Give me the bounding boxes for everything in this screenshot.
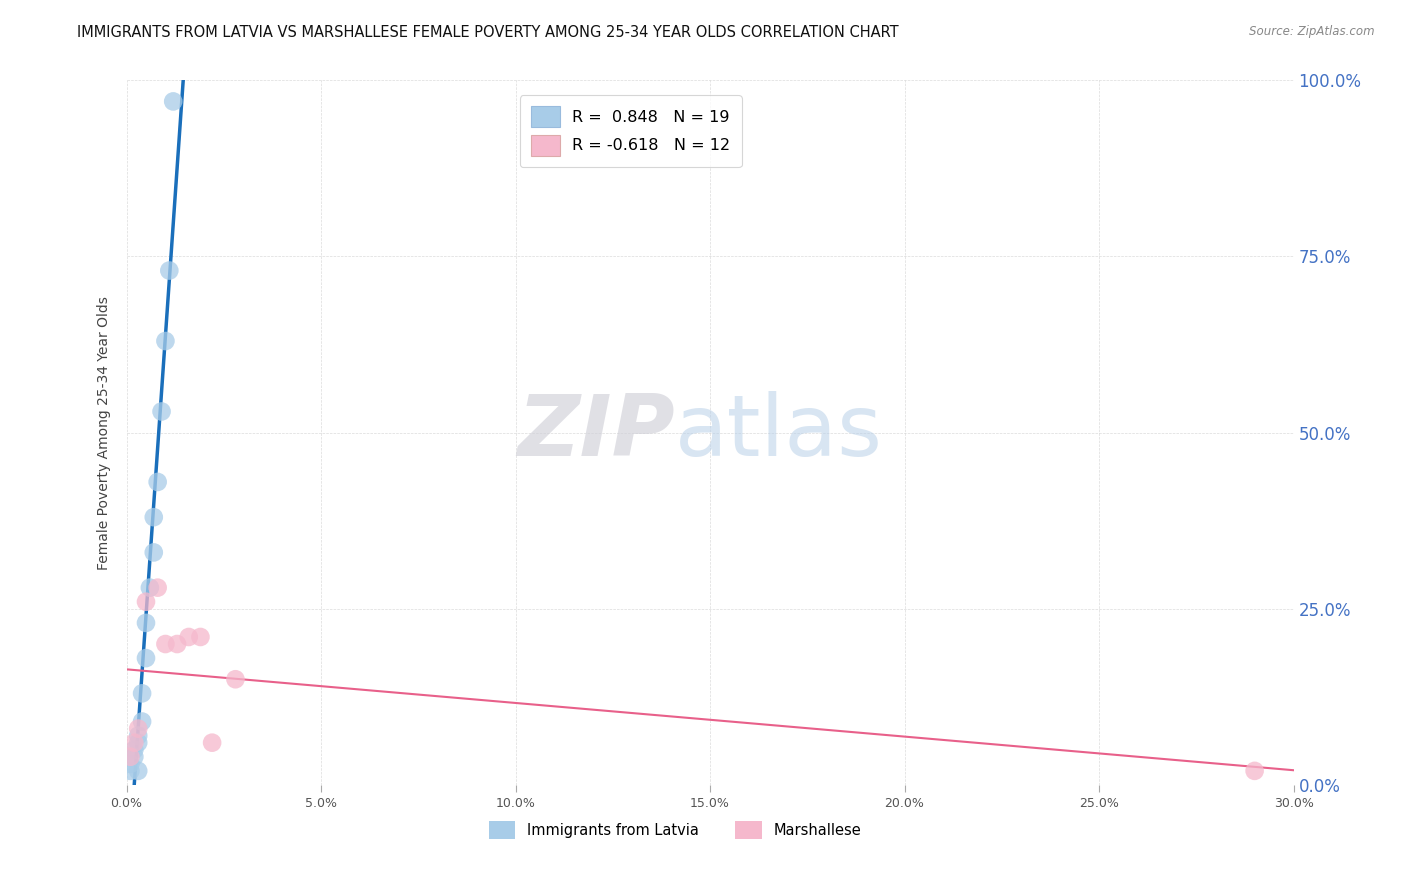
Point [157, 263, 180, 277]
Point [146, 581, 169, 595]
Text: IMMIGRANTS FROM LATVIA VS MARSHALLESE FEMALE POVERTY AMONG 25-34 YEAR OLDS CORRE: IMMIGRANTS FROM LATVIA VS MARSHALLESE FE… [77, 25, 898, 40]
Point [146, 475, 169, 489]
Point [127, 764, 149, 778]
Point [124, 749, 146, 764]
Point [135, 615, 157, 630]
Point [124, 736, 146, 750]
Point [120, 749, 142, 764]
Point [135, 595, 157, 609]
Point [150, 404, 173, 418]
Point [142, 545, 165, 559]
Point [120, 764, 142, 778]
Point [124, 742, 146, 756]
Point [131, 686, 153, 700]
Point [139, 581, 162, 595]
Point [127, 722, 149, 736]
Point [224, 673, 246, 687]
Text: ZIP: ZIP [517, 391, 675, 475]
Point [131, 714, 153, 729]
Point [155, 637, 177, 651]
Point [155, 334, 177, 348]
Text: Source: ZipAtlas.com: Source: ZipAtlas.com [1250, 25, 1375, 38]
Text: atlas: atlas [675, 391, 883, 475]
Y-axis label: Female Poverty Among 25-34 Year Olds: Female Poverty Among 25-34 Year Olds [97, 295, 111, 570]
Point [162, 95, 184, 109]
Point [1243, 764, 1265, 778]
Point [120, 756, 142, 771]
Point [127, 729, 149, 743]
Point [135, 651, 157, 665]
Point [177, 630, 200, 644]
Point [190, 630, 212, 644]
Point [166, 637, 188, 651]
Point [127, 736, 149, 750]
Point [201, 736, 224, 750]
Legend: Immigrants from Latvia, Marshallese: Immigrants from Latvia, Marshallese [484, 815, 868, 845]
Point [142, 510, 165, 524]
